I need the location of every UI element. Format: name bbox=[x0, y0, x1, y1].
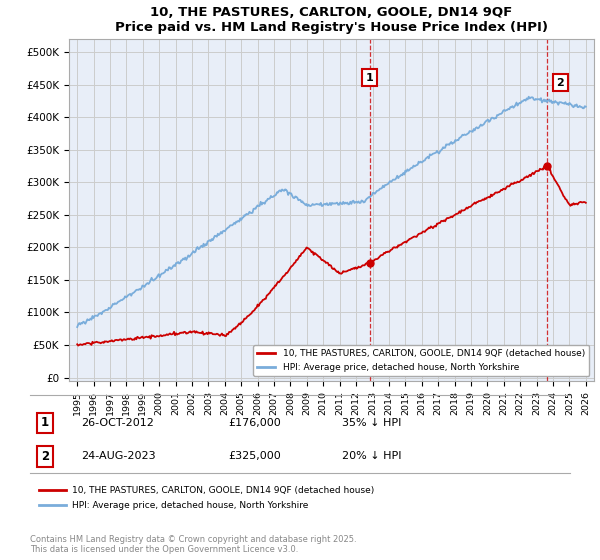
Text: 1: 1 bbox=[41, 416, 49, 430]
Title: 10, THE PASTURES, CARLTON, GOOLE, DN14 9QF
Price paid vs. HM Land Registry's Hou: 10, THE PASTURES, CARLTON, GOOLE, DN14 9… bbox=[115, 6, 548, 34]
Text: 35% ↓ HPI: 35% ↓ HPI bbox=[342, 418, 401, 428]
Text: £325,000: £325,000 bbox=[228, 451, 281, 461]
Text: 1: 1 bbox=[365, 73, 373, 82]
Text: 10, THE PASTURES, CARLTON, GOOLE, DN14 9QF (detached house): 10, THE PASTURES, CARLTON, GOOLE, DN14 9… bbox=[72, 486, 374, 494]
Text: Contains HM Land Registry data © Crown copyright and database right 2025.
This d: Contains HM Land Registry data © Crown c… bbox=[30, 535, 356, 554]
Text: 20% ↓ HPI: 20% ↓ HPI bbox=[342, 451, 401, 461]
Legend: 10, THE PASTURES, CARLTON, GOOLE, DN14 9QF (detached house), HPI: Average price,: 10, THE PASTURES, CARLTON, GOOLE, DN14 9… bbox=[253, 345, 589, 376]
Text: HPI: Average price, detached house, North Yorkshire: HPI: Average price, detached house, Nort… bbox=[72, 501, 308, 510]
Text: £176,000: £176,000 bbox=[228, 418, 281, 428]
Text: 24-AUG-2023: 24-AUG-2023 bbox=[81, 451, 155, 461]
Text: 26-OCT-2012: 26-OCT-2012 bbox=[81, 418, 154, 428]
Text: 2: 2 bbox=[556, 78, 564, 88]
Text: 2: 2 bbox=[41, 450, 49, 463]
